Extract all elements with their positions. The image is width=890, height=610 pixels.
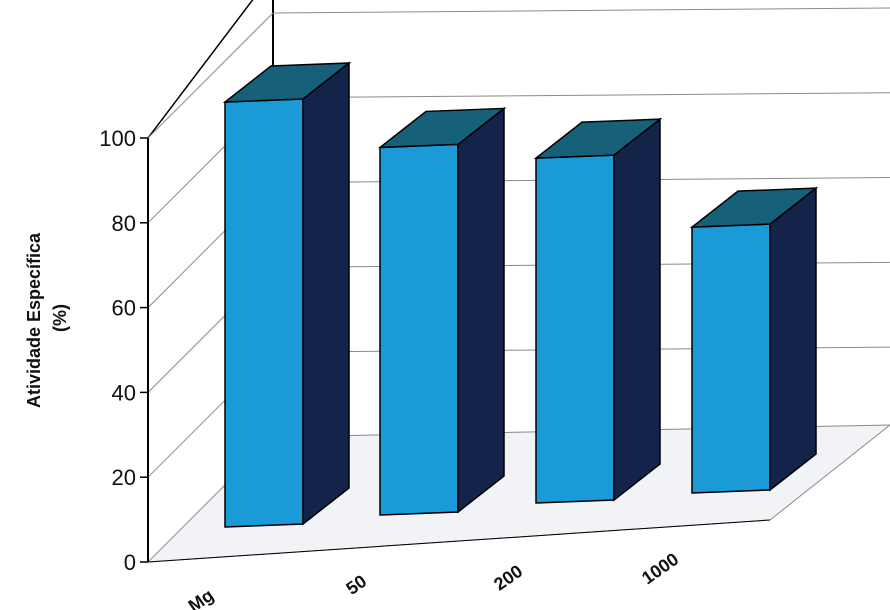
bar-200 [536,119,660,503]
y-tick-labels: 0 20 40 60 80 100 [99,126,136,575]
bar-1000 [692,188,816,493]
bar-front-face [225,99,303,527]
bar-side-face [303,63,349,524]
y-axis-title-line-2: (%) [50,304,70,332]
y-tick-label: 0 [124,550,136,575]
y-axis-title-line-1: Atividade Específica [24,232,44,408]
y-tick-label: 60 [112,296,136,321]
y-tick-label: 100 [99,126,136,151]
bar-Mg [225,63,349,527]
x-category-label: Mg [185,585,218,610]
bar-front-face [380,144,458,515]
x-category-label: 200 [490,561,526,595]
bar-50 [380,108,504,515]
bar-front-face [692,224,770,493]
bar-side-face [614,119,660,500]
gridline-back [273,8,890,13]
bar-side-face [458,108,504,512]
x-category-label: 50 [342,571,370,599]
y-tick-label: 20 [112,465,136,490]
x-category-label: 1000 [638,549,682,588]
y-tick-label: 80 [112,211,136,236]
gridline-back [273,93,890,98]
y-tick-label: 40 [112,380,136,405]
bar-front-face [536,155,614,503]
y-axis-title: Atividade Específica (%) [24,228,70,408]
bar-side-face [770,188,816,490]
x-category-labels: Mg 50 200 1000 [185,549,683,610]
